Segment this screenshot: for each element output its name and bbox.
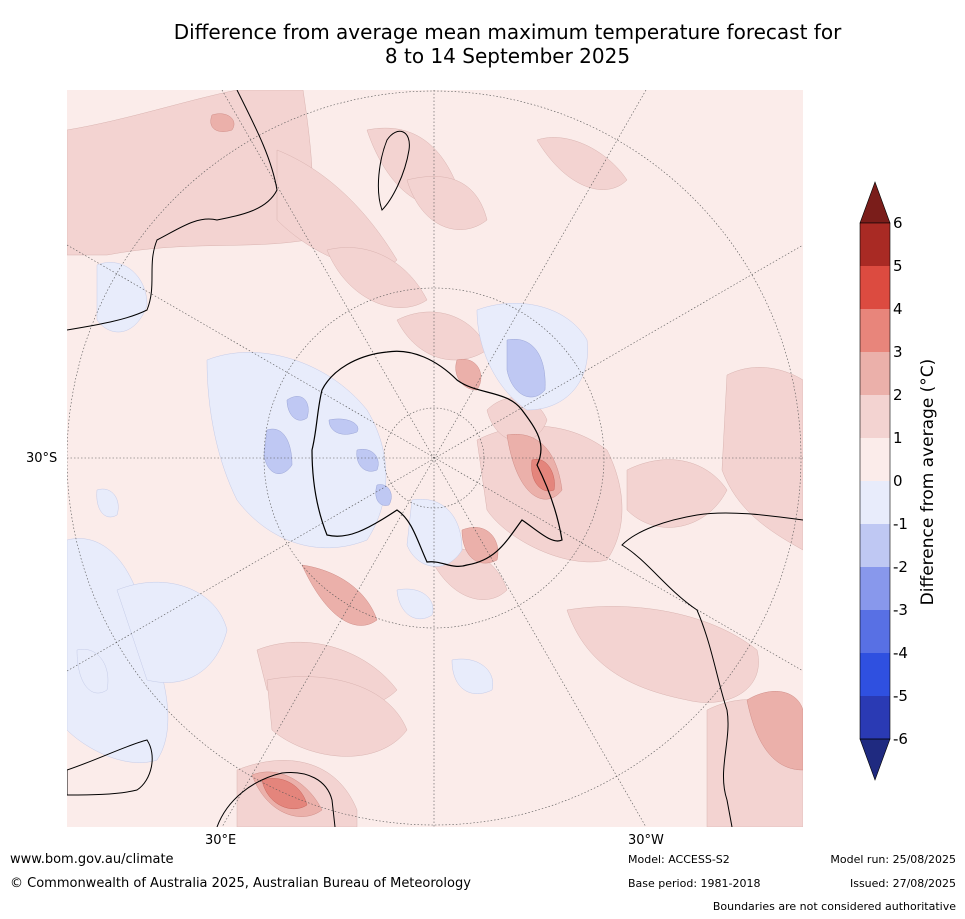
colorbar-tick-label: 1 (893, 429, 903, 447)
colorbar-tick-label: -6 (893, 730, 908, 748)
anomaly-cool-1-2 (263, 338, 546, 506)
anomaly-cool-0-1 (67, 262, 588, 763)
colorbar (859, 181, 891, 781)
colorbar-cell (860, 481, 890, 524)
colorbar-extend-high (859, 181, 891, 224)
colorbar-cell (860, 223, 890, 266)
colorbar-tick-label: 3 (893, 343, 903, 361)
colorbar-cell (860, 567, 890, 610)
australia-coastline (67, 739, 153, 796)
madagascar-coastline (377, 130, 410, 211)
lat-label-30s: 30°S (26, 451, 58, 466)
colorbar-tick-label: -4 (893, 644, 908, 662)
colorbar-cells (859, 181, 891, 781)
colorbar-cell (860, 309, 890, 352)
anomaly-warm-1-2 (67, 90, 803, 827)
footer-issued: Issued: 27/08/2025 (849, 877, 956, 890)
chart-title: Difference from average mean maximum tem… (0, 20, 965, 68)
footer-disclaimer: Boundaries are not considered authoritat… (712, 900, 956, 913)
footer-website[interactable]: www.bom.gov.au/climate (10, 852, 174, 867)
colorbar-tick-label: -3 (893, 601, 908, 619)
africa-coastline (67, 90, 278, 331)
anomaly-warm-3-4 (261, 458, 555, 810)
colorbar-tick-label: 0 (893, 472, 903, 490)
map-panel[interactable] (67, 90, 803, 827)
footer-copyright: © Commonwealth of Australia 2025, Austra… (10, 876, 471, 891)
footer-model-run: Model run: 25/08/2025 (830, 853, 956, 866)
colorbar-extend-low (859, 738, 891, 781)
colorbar-cell (860, 395, 890, 438)
colorbar-frame (859, 222, 891, 740)
colorbar-cell (860, 610, 890, 653)
colorbar-cell (860, 438, 890, 481)
lon-label-30w: 30°W (628, 833, 664, 848)
footer-model: Model: ACCESS-S2 (628, 853, 730, 866)
colorbar-tick-label: 5 (893, 257, 903, 275)
southern-landmass-coastline (216, 771, 336, 827)
colorbar-cell (860, 696, 890, 739)
colorbar-tick-label: 6 (893, 214, 903, 232)
colorbar-cell (860, 524, 890, 567)
graticule (67, 90, 803, 827)
colorbar-tick-label: 4 (893, 300, 903, 318)
colorbar-title-text: Difference from average (°C) (918, 358, 938, 606)
colorbar-tick-label: -1 (893, 515, 908, 533)
title-line-1: Difference from average mean maximum tem… (173, 20, 842, 44)
antarctica-coastline (311, 350, 563, 567)
south-america-coastline (621, 512, 803, 827)
lon-label-30e: 30°E (205, 833, 237, 848)
colorbar-tick-label: 2 (893, 386, 903, 404)
title-line-2: 8 to 14 September 2025 (384, 44, 631, 68)
colorbar-cell (860, 266, 890, 309)
colorbar-tick-label: -5 (893, 687, 908, 705)
footer-base-period: Base period: 1981-2018 (628, 877, 761, 890)
colorbar-cell (860, 352, 890, 395)
map-svg (67, 90, 803, 827)
colorbar-cell (860, 653, 890, 696)
colorbar-tick-label: -2 (893, 558, 908, 576)
